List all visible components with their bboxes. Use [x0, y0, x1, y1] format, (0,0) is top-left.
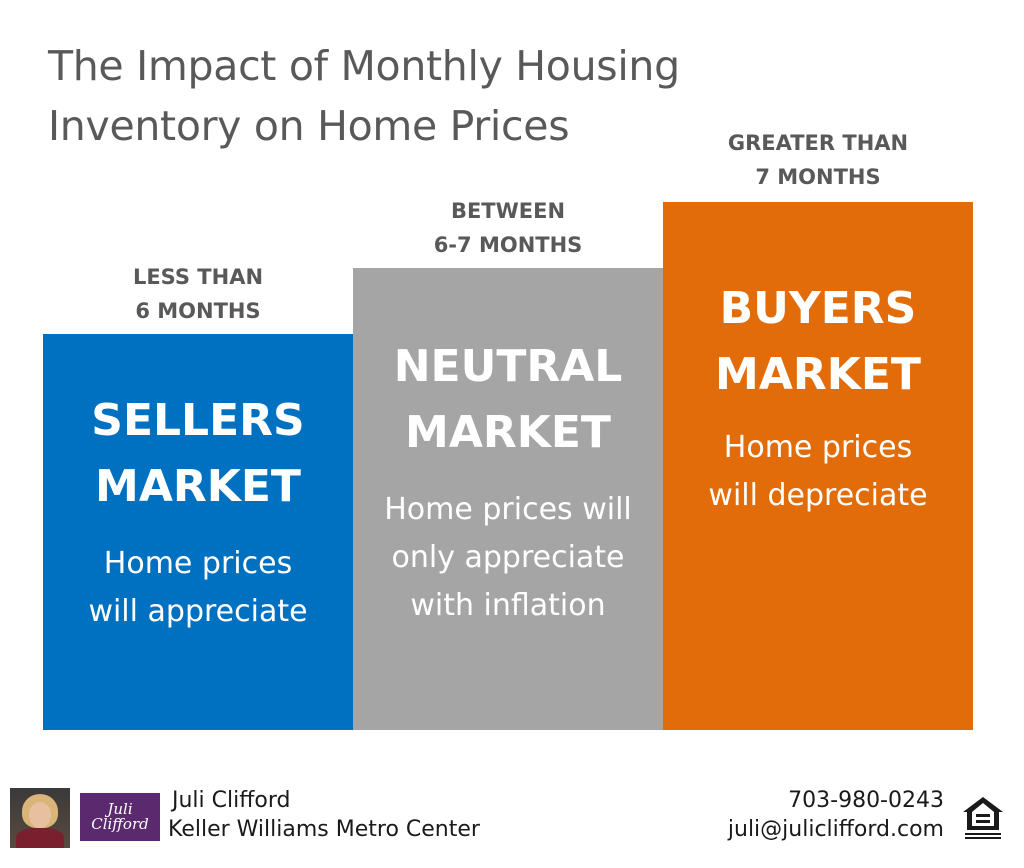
neutral-market-description: Home prices will only appreciate with in… [384, 492, 632, 623]
buyers-market-block: BUYERS MARKET Home prices will depreciat… [663, 202, 973, 730]
sellers-market-description: Home prices will appreciate [88, 546, 308, 629]
neutral-market-block: NEUTRAL MARKET Home prices will only app… [353, 268, 663, 730]
phone-number[interactable]: 703-980-0243 [788, 788, 944, 813]
buyers-caption: GREATER THAN 7 MONTHS [727, 131, 909, 189]
agent-logo-text: Juli Clifford [91, 800, 149, 833]
sellers-caption: LESS THAN 6 MONTHS [132, 265, 264, 323]
sellers-market-heading: SELLERS MARKET [91, 395, 305, 512]
agent-logo: Juli Clifford [80, 793, 160, 841]
neutral-caption: BETWEEN 6-7 MONTHS [433, 199, 583, 257]
page-title: The Impact of Monthly Housing Inventory … [48, 42, 680, 150]
equal-housing-opportunity-icon [963, 797, 1003, 839]
buyers-market-description: Home prices will depreciate [708, 430, 928, 513]
email-address[interactable]: juli@juliclifford.com [727, 817, 944, 842]
agent-photo [10, 788, 70, 848]
neutral-market-heading: NEUTRAL MARKET [393, 341, 623, 458]
brokerage-name: Keller Williams Metro Center [168, 817, 480, 842]
agent-name: Juli Clifford [172, 788, 291, 813]
sellers-market-block: SELLERS MARKET Home prices will apprecia… [43, 334, 353, 730]
buyers-market-heading: BUYERS MARKET [715, 283, 921, 400]
